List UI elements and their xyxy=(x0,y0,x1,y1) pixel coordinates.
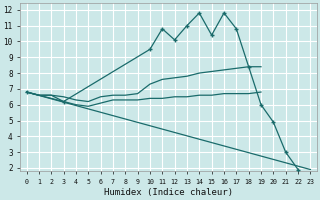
X-axis label: Humidex (Indice chaleur): Humidex (Indice chaleur) xyxy=(104,188,233,197)
